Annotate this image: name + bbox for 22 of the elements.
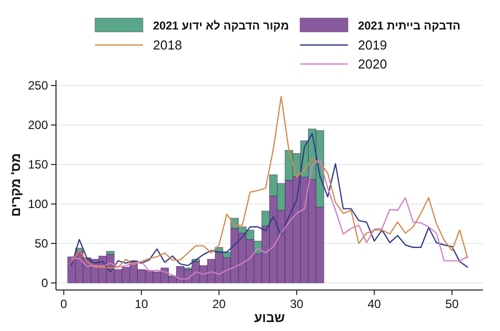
x-tick-label: 40: [368, 297, 382, 311]
y-tick-label: 50: [34, 236, 48, 250]
y-tick-label: 250: [28, 78, 48, 93]
legend-label: 2018: [153, 38, 182, 52]
y-tick-label: 0: [41, 276, 48, 290]
legend-label: 2020: [358, 56, 387, 72]
line-series: [70, 159, 468, 280]
legend-label: הדבקה בייתית 2021: [358, 20, 460, 32]
line-series: [70, 133, 468, 272]
legend-label: מקור הדבקה לא ידוע 2021: [153, 20, 289, 32]
x-tick-label: 0: [60, 297, 68, 311]
x-tick-label: 20: [212, 297, 226, 311]
y-tick-label: 150: [28, 157, 48, 172]
x-tick-label: 10: [134, 297, 148, 311]
x-tick-label: 30: [290, 297, 304, 311]
y-axis-title: מס' מקרים: [8, 153, 23, 217]
y-tick-label: 200: [28, 118, 48, 132]
legend-label: 2019: [358, 38, 387, 52]
y-tick-label: 100: [28, 196, 48, 211]
line-series: [70, 96, 468, 268]
x-tick-label: 50: [445, 297, 459, 311]
x-axis-title: שבוע: [254, 310, 285, 325]
